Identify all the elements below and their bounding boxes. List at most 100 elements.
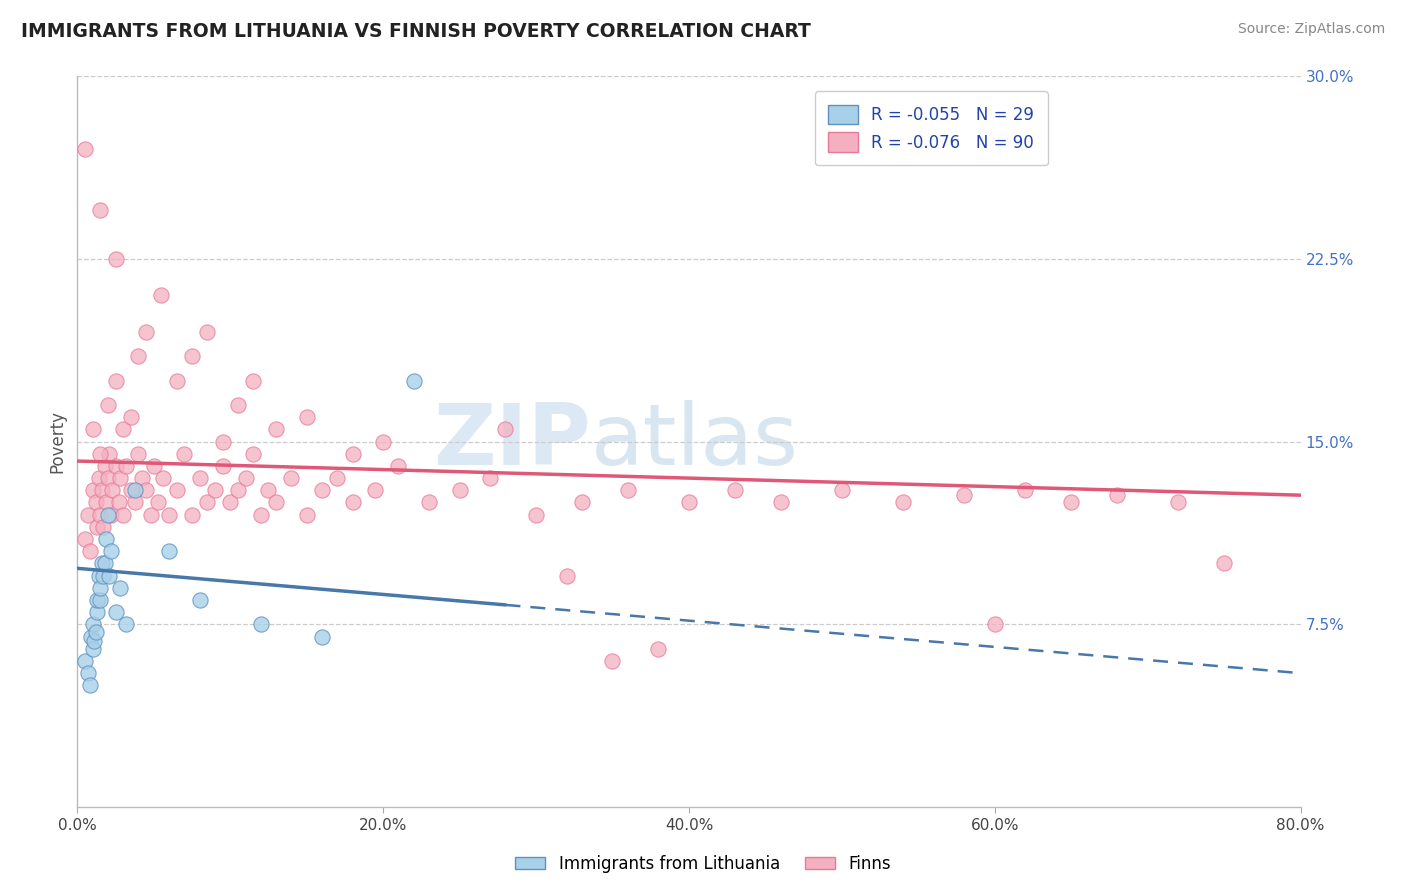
Point (83, 634, 105, 648)
Point (100, 508, 122, 522)
Point (157, 544, 180, 558)
Point (1107, 488, 1129, 502)
Point (79, 678, 101, 692)
Point (80, 630, 103, 644)
Point (1060, 495, 1083, 509)
Point (264, 495, 287, 509)
Point (188, 471, 211, 485)
Point (86, 593, 108, 607)
Text: Source: ZipAtlas.com: Source: ZipAtlas.com (1237, 22, 1385, 37)
Point (97, 508, 120, 522)
Point (953, 488, 976, 502)
Point (101, 483, 124, 498)
Point (115, 617, 138, 632)
Point (602, 654, 624, 668)
Point (131, 471, 153, 485)
Point (157, 508, 180, 522)
Legend: R = -0.055   N = 29, R = -0.076   N = 90: R = -0.055 N = 29, R = -0.076 N = 90 (814, 92, 1047, 165)
Point (89, 593, 111, 607)
Point (1213, 557, 1236, 571)
Legend: Immigrants from Lithuania, Finns: Immigrants from Lithuania, Finns (509, 848, 897, 880)
Point (91, 568, 114, 582)
Point (96, 495, 118, 509)
Point (195, 495, 218, 509)
Point (402, 374, 425, 388)
Point (87, 568, 110, 582)
Point (647, 641, 669, 656)
Point (479, 471, 502, 485)
Point (82, 483, 104, 498)
Point (77, 508, 100, 522)
Point (769, 495, 792, 509)
Point (89, 447, 111, 461)
Point (295, 508, 318, 522)
Point (86, 605, 108, 619)
Point (257, 483, 280, 498)
Point (112, 422, 135, 436)
Point (135, 483, 157, 498)
Point (91, 520, 114, 534)
Point (127, 447, 149, 461)
Point (120, 483, 142, 498)
Point (115, 458, 138, 473)
Point (73, 532, 96, 546)
Point (1014, 483, 1036, 498)
Point (418, 495, 440, 509)
Point (311, 630, 333, 644)
Point (181, 508, 204, 522)
Point (571, 495, 593, 509)
Point (84, 624, 107, 639)
Point (77, 666, 100, 681)
Point (364, 483, 387, 498)
Point (280, 471, 302, 485)
Point (120, 410, 142, 425)
Point (449, 483, 471, 498)
Point (555, 568, 578, 582)
Point (617, 483, 640, 498)
Point (724, 483, 747, 498)
Point (1167, 495, 1189, 509)
Point (195, 325, 218, 339)
Point (226, 483, 249, 498)
Point (891, 495, 914, 509)
Point (124, 483, 146, 498)
Point (104, 252, 127, 266)
Point (79, 544, 101, 558)
Point (242, 374, 264, 388)
Point (173, 447, 195, 461)
Point (831, 483, 853, 498)
Point (86, 520, 108, 534)
Point (139, 508, 162, 522)
Point (226, 398, 249, 412)
Point (984, 617, 1007, 632)
Point (100, 544, 122, 558)
Point (89, 508, 111, 522)
Point (90, 483, 112, 498)
Point (326, 471, 349, 485)
Point (250, 508, 273, 522)
Point (127, 349, 149, 363)
Point (295, 410, 318, 425)
Point (108, 471, 131, 485)
Point (524, 508, 547, 522)
Point (678, 495, 700, 509)
Point (211, 434, 233, 449)
Point (264, 422, 287, 436)
Point (89, 581, 111, 595)
Point (89, 202, 111, 217)
Point (108, 581, 131, 595)
Point (107, 495, 129, 509)
Point (82, 617, 104, 632)
Point (124, 495, 146, 509)
Point (250, 617, 273, 632)
Point (204, 483, 226, 498)
Point (97, 398, 120, 412)
Point (211, 458, 233, 473)
Point (342, 495, 364, 509)
Text: ZIP: ZIP (433, 400, 591, 483)
Text: IMMIGRANTS FROM LITHUANIA VS FINNISH POVERTY CORRELATION CHART: IMMIGRANTS FROM LITHUANIA VS FINNISH POV… (21, 22, 811, 41)
Point (342, 447, 364, 461)
Point (142, 458, 165, 473)
Text: atlas: atlas (591, 400, 799, 483)
Y-axis label: Poverty: Poverty (48, 410, 66, 473)
